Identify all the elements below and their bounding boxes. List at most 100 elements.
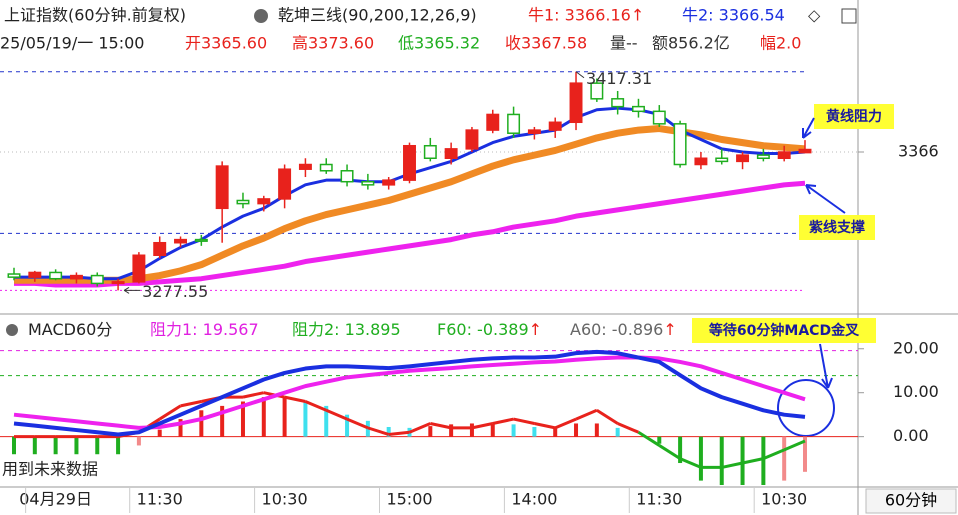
signal-segment: [575, 408, 598, 421]
annotation: 等待60分钟MACD金叉: [709, 322, 860, 339]
header-item: 乾坤三线(90,200,12,26,9): [278, 6, 477, 25]
legend-suffix: ↑: [663, 320, 676, 339]
histogram-bar: [490, 423, 495, 437]
legend-value: 19.567: [203, 320, 259, 339]
legend-item: F60: -0.389↑: [437, 320, 542, 339]
annotation-box: [814, 104, 894, 129]
candle-body: [777, 151, 791, 160]
y-tick-label: 10.00: [893, 382, 939, 401]
legend-label: F60:: [437, 320, 477, 339]
signal-segment: [471, 422, 494, 430]
candle-body: [382, 179, 396, 186]
candle-body: [340, 170, 354, 183]
signal-segment: [304, 400, 327, 412]
arrow: [805, 184, 846, 214]
signal-segment: [430, 422, 452, 430]
icon[interactable]: [254, 9, 268, 23]
header-item: 量--: [610, 34, 638, 53]
candle-body: [28, 271, 42, 278]
header-item: 25/05/19/一 15:00: [0, 34, 144, 53]
histogram-bar: [574, 423, 579, 437]
signal-segment: [783, 439, 806, 452]
y-tick-label: 20.00: [893, 338, 939, 357]
histogram-bar: [449, 424, 454, 437]
marker: [575, 71, 585, 79]
header-item: 额856.2亿: [652, 34, 730, 53]
signal-segment: [617, 422, 640, 434]
candle-body: [715, 157, 729, 163]
period[interactable]: 60分钟: [885, 491, 937, 510]
icon[interactable]: [6, 324, 18, 336]
x-tick-label: 14:00: [511, 490, 557, 509]
histogram-bar: [698, 436, 703, 481]
macd-line: [13, 349, 806, 437]
histogram-bar: [157, 429, 162, 437]
signal-segment: [346, 417, 369, 430]
arrow: [802, 117, 815, 139]
signal-segment: [658, 444, 681, 460]
legend-value: 13.895: [345, 320, 401, 339]
header-item: 牛1: 3366.16↑: [528, 6, 644, 25]
candle-body: [153, 241, 167, 256]
histogram-bar: [303, 401, 308, 437]
histogram-bar: [594, 423, 599, 437]
header-item: 幅2.0: [760, 34, 801, 53]
candle-body: [611, 98, 625, 108]
high-label: 3417.31: [586, 69, 652, 88]
x-tick-label: 15:00: [386, 490, 432, 509]
marker: [123, 286, 141, 294]
histogram-bar: [136, 436, 141, 446]
candle-body: [257, 198, 271, 205]
histogram-bar: [511, 424, 516, 437]
arrow: [819, 343, 833, 389]
candle-body: [90, 274, 104, 285]
low-label: 3277.55: [142, 282, 208, 301]
candle-body: [486, 113, 500, 131]
signal-segment: [408, 422, 431, 434]
candle-body: [174, 238, 188, 244]
histogram-bar: [740, 436, 745, 485]
candle-body: [298, 163, 312, 170]
x-tick-label: 10:30: [262, 490, 308, 509]
legend-value: -0.896: [612, 320, 664, 339]
candle-body: [569, 82, 583, 124]
header-item: ◇: [808, 6, 821, 25]
signal-segment: [242, 391, 265, 399]
histogram-bar: [74, 436, 79, 455]
candle-body: [132, 254, 146, 283]
x-tick-label: 11:30: [636, 490, 682, 509]
candle-body: [548, 121, 562, 131]
candle-body: [694, 157, 708, 166]
histogram-bar: [657, 436, 662, 444]
legend-suffix: ↑: [529, 320, 542, 339]
period-button[interactable]: [865, 488, 957, 514]
signal-segment: [513, 417, 535, 425]
candle-body: [278, 168, 292, 200]
y-tick-label: 3366: [898, 141, 939, 160]
annotation: 紫线支撑: [809, 219, 865, 236]
histogram-bar: [12, 436, 16, 455]
indicator-line: [14, 125, 806, 284]
candle-body: [319, 163, 333, 172]
histogram-bar: [116, 436, 121, 455]
histogram-bar: [469, 423, 474, 437]
histogram-bar: [803, 436, 807, 472]
histogram-bar: [95, 436, 100, 455]
candle-body: [215, 165, 229, 210]
signal-segment: [721, 461, 743, 469]
signal-segment: [325, 408, 348, 421]
signal-segment: [554, 417, 577, 430]
histogram-bar: [615, 427, 620, 437]
candle-body: [736, 154, 750, 163]
histogram-bar: [282, 397, 287, 437]
icon[interactable]: [841, 8, 857, 24]
histogram-bar: [220, 405, 225, 437]
histogram-bar: [678, 436, 683, 464]
candle-body: [756, 154, 770, 160]
signal-segment: [492, 417, 514, 425]
histogram-bar: [199, 410, 204, 437]
candle-body: [631, 105, 645, 113]
candle-body: [423, 144, 437, 160]
histogram-bar: [261, 397, 266, 437]
header-item: 收3367.58: [505, 34, 587, 53]
